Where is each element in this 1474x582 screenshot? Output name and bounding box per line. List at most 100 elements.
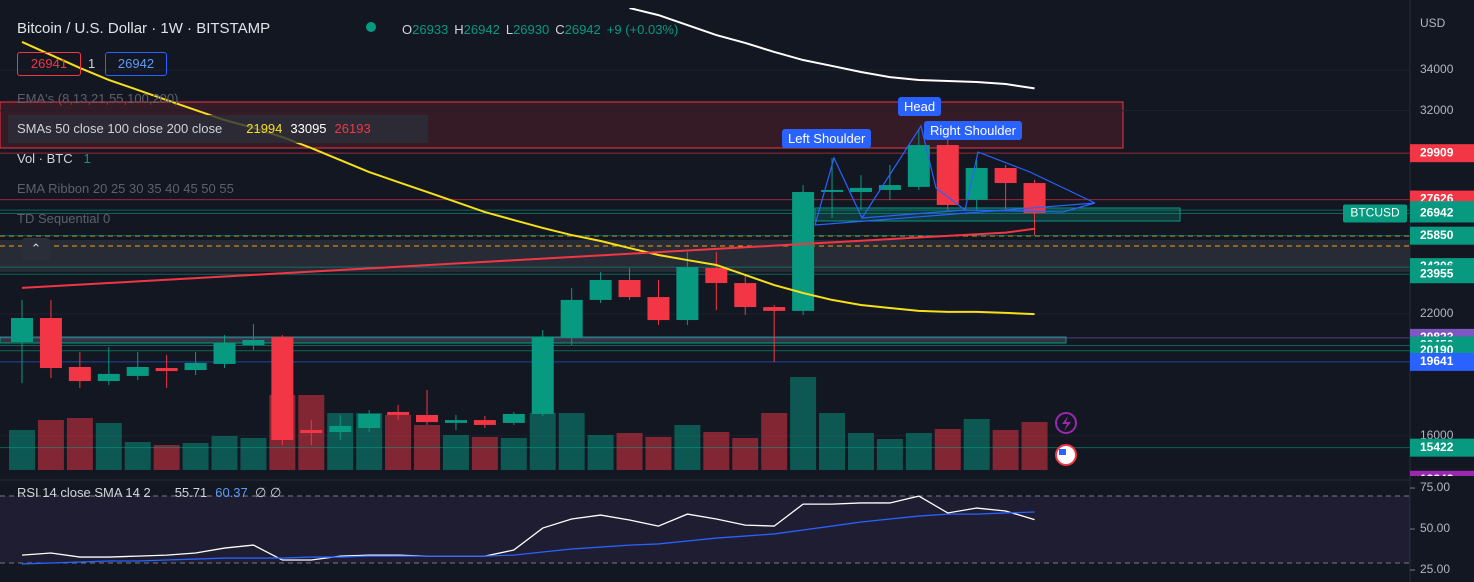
candle-body: [531, 336, 554, 414]
legend-bg: [8, 115, 428, 143]
y-tick-label: 25.00: [1420, 562, 1450, 576]
candle-body: [39, 318, 62, 369]
ohlc-value: 26933: [412, 22, 449, 37]
volume-bar: [790, 377, 817, 470]
volume-bar: [992, 430, 1019, 470]
price-label-bg: [1410, 470, 1474, 476]
candle-body: [387, 411, 410, 415]
volume-bar: [211, 436, 238, 470]
volume-bar: [37, 420, 64, 470]
candle-body: [473, 420, 496, 425]
candle-body: [618, 279, 641, 298]
price-label: 15422: [1420, 440, 1454, 454]
legend-value: 55.71: [174, 485, 208, 500]
price-label-bg: [1410, 204, 1474, 223]
legend-rsi-text: RSI 14 close SMA 14 2: [17, 485, 151, 500]
candle-body: [416, 414, 439, 423]
candle-body: [849, 187, 872, 192]
legend-value: 26193: [334, 121, 371, 136]
volume-bar: [500, 438, 527, 470]
volume-bar: [529, 413, 556, 470]
price-label-bg: [1410, 144, 1474, 163]
volume-bar: [182, 443, 209, 470]
price-label: 29909: [1420, 145, 1454, 159]
pattern-neckline: [814, 202, 1096, 226]
candle-body: [502, 413, 525, 423]
candle-body: [126, 367, 149, 376]
price-label: 23955: [1420, 266, 1454, 280]
candle-body: [271, 336, 294, 440]
ohlc-label: C: [555, 22, 565, 37]
candle-body: [994, 167, 1017, 184]
candle-body: [792, 191, 815, 311]
y-tick-label: 16000: [1420, 428, 1454, 442]
price-label-bg: [1410, 226, 1474, 245]
line: [21, 511, 1035, 565]
spread: 1: [88, 56, 96, 71]
legend-td: TD Sequential 0: [17, 211, 111, 226]
volume-bar: [95, 423, 122, 470]
candle-body: [878, 185, 901, 190]
candle-body: [155, 368, 178, 372]
ohlc-label: L: [505, 22, 514, 37]
price-pane: [0, 8, 1410, 470]
legend-smas: SMAs 50 close 100 close 200 close 21994 33…: [17, 121, 371, 136]
y-tick-label: 75.00: [1420, 480, 1450, 494]
legend-ema: EMA's (8,13,21,55,100,200): [17, 91, 179, 106]
candle-body: [97, 373, 120, 382]
volume-bar: [587, 435, 614, 470]
candle-body: [184, 362, 207, 371]
rsi-pane: 25.00 50.00 75.00: [21, 480, 1450, 576]
rsi-band: [0, 496, 1410, 563]
volume-bar: [963, 419, 990, 470]
legend-smas-text: SMAs 50 close 100 close 200 close: [17, 121, 223, 136]
icon-lightning: [1062, 416, 1071, 431]
collapse-button[interactable]: ⌃: [22, 238, 50, 260]
candle-body: [213, 343, 236, 364]
candle-body: [965, 167, 988, 200]
ask[interactable]: 26942: [105, 52, 167, 76]
legend-value: 60.37: [215, 485, 248, 500]
y-tick-label: 34000: [1420, 62, 1454, 76]
candle-body: [1023, 183, 1046, 214]
price-label: 19641: [1420, 354, 1454, 368]
symbol-label-bg: [1343, 204, 1407, 223]
volume-bar: [124, 442, 151, 470]
change: +9 (+0.03%): [606, 22, 679, 37]
volume-bar: [645, 437, 672, 470]
annotation: Right Shoulder: [924, 121, 1022, 140]
volume-bar: [876, 439, 903, 470]
volume-bar: [9, 430, 35, 470]
legend-ribbon: EMA Ribbon 20 25 30 35 40 45 50 55: [17, 181, 234, 196]
pattern: [814, 124, 1096, 226]
annotation: Left Shoulder: [782, 129, 872, 148]
ohlc-label: O: [402, 22, 413, 37]
ohlc: O26933 H26942 L26930 C26942 +9 (+0.03%): [402, 22, 678, 37]
price-axis: 1600022000320003400029909276262710626942…: [1343, 62, 1474, 476]
legend-values: 55.71 60.37: [151, 485, 248, 500]
line: [629, 8, 1035, 90]
ohlc-value: 26930: [513, 22, 550, 37]
symbol-label: BTCUSD: [1350, 206, 1400, 220]
volume-bar: [819, 413, 846, 470]
candle-body: [676, 266, 699, 321]
legend-rsi: RSI 14 close SMA 14 2 55.71 60.37 ∅ ∅: [17, 485, 281, 501]
price-label: 25850: [1420, 228, 1454, 242]
y-tick-label: 22000: [1420, 306, 1454, 320]
price-label-bg: [1410, 438, 1474, 457]
candle-body: [242, 339, 265, 346]
candle-body: [647, 297, 670, 321]
ohlc-value: 26942: [463, 22, 500, 37]
candle-body: [68, 367, 91, 382]
legend-vol-text: Vol · BTC: [17, 151, 73, 166]
line: [21, 41, 1035, 316]
volume-bar: [761, 413, 788, 470]
volume-bar: [732, 438, 759, 470]
icon-lightning[interactable]: [1055, 412, 1077, 434]
bid[interactable]: 26941: [17, 52, 81, 76]
status-dot: [366, 22, 376, 32]
candle-body: [705, 268, 728, 284]
annotation: Head: [898, 97, 942, 116]
legend-vol: Vol · BTC 1: [17, 151, 91, 166]
